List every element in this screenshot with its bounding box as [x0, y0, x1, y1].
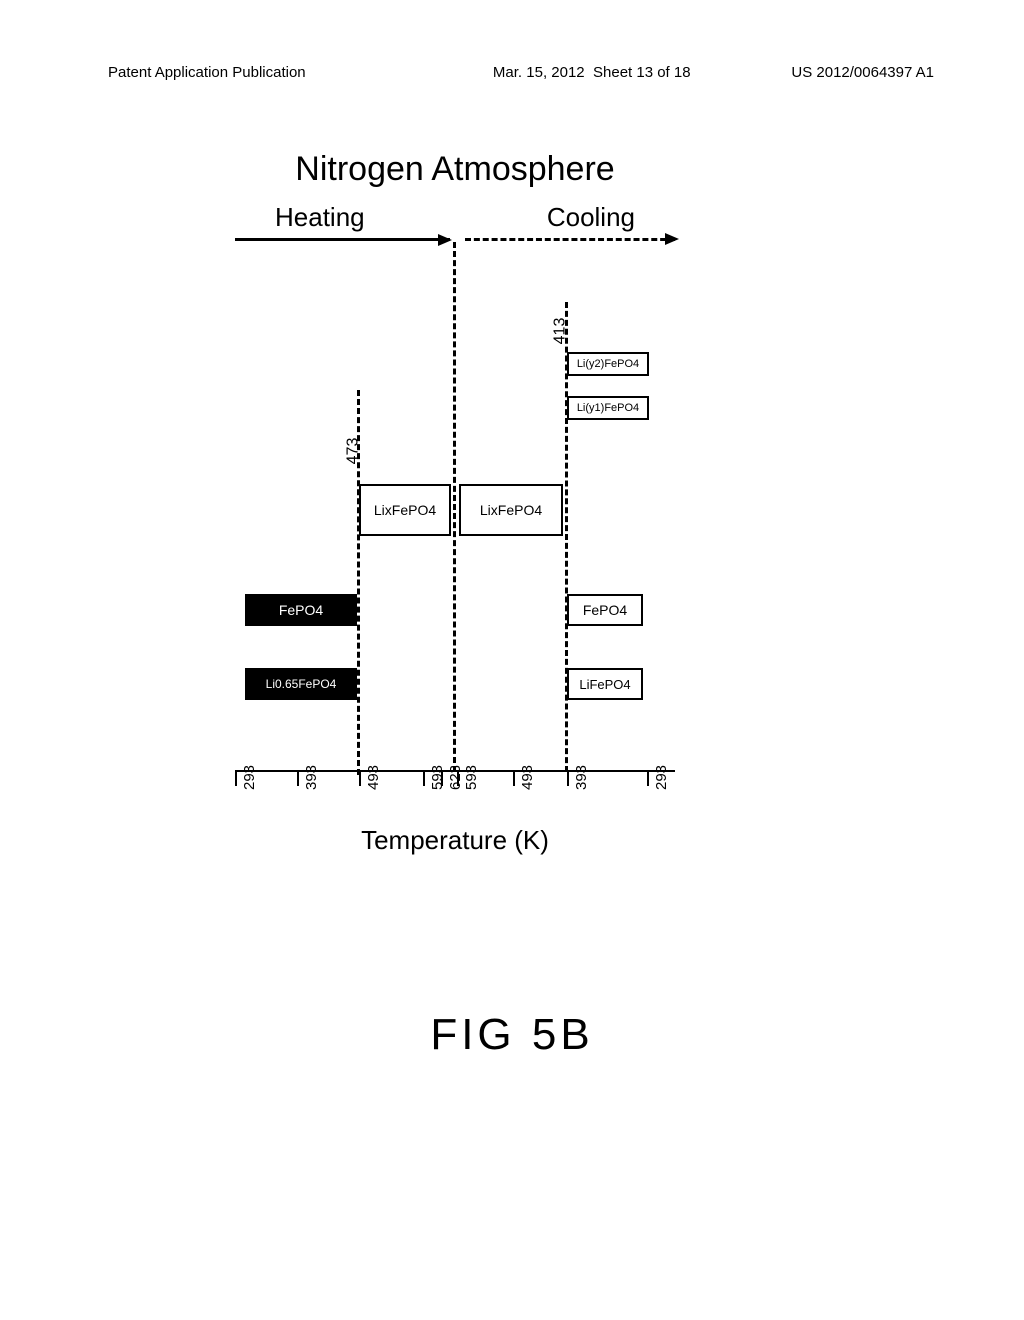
tick-label: 493	[365, 765, 382, 790]
inline-label-473: 473	[344, 438, 362, 465]
phase-fepo-cooling: FePO4	[567, 594, 643, 626]
header-publication: Patent Application Publication	[0, 64, 493, 81]
tick	[441, 772, 443, 786]
tick	[423, 772, 425, 786]
phase-lix-cooling: LixFePO4	[459, 484, 563, 536]
tick-label: 623	[447, 765, 464, 790]
tick-label: 293	[241, 765, 258, 790]
tick-label: 393	[303, 765, 320, 790]
tick	[235, 772, 237, 786]
phase-fepo-heating: FePO4	[245, 594, 357, 626]
heating-label: Heating	[275, 202, 365, 233]
tick	[513, 772, 515, 786]
x-axis: 293393493593623593493393293	[235, 770, 675, 800]
inline-label-413: 413	[551, 318, 569, 345]
tick	[647, 772, 649, 786]
header-date-sheet: Mar. 15, 2012 Sheet 13 of 18	[493, 64, 786, 81]
divider-center	[453, 242, 456, 772]
chart-area: 473 413 Li(y2)FePO4 Li(y1)FePO4 LixFePO4…	[235, 242, 675, 782]
figure-title: Nitrogen Atmosphere	[175, 150, 735, 189]
tick	[457, 772, 459, 786]
figure-caption: FIG 5B	[0, 1010, 1024, 1060]
tick-label: 593	[429, 765, 446, 790]
phase-li065: Li0.65FePO4	[245, 668, 357, 700]
figure: Nitrogen Atmosphere Heating Cooling 473 …	[175, 150, 735, 870]
heating-arrow	[235, 238, 450, 241]
tick	[567, 772, 569, 786]
tick-label: 393	[573, 765, 590, 790]
cooling-arrow	[465, 238, 675, 241]
tick-label: 493	[519, 765, 536, 790]
tick	[359, 772, 361, 786]
tick-label: 593	[463, 765, 480, 790]
page-header: Patent Application Publication Mar. 15, …	[0, 64, 1024, 81]
tick-label: 293	[653, 765, 670, 790]
x-axis-label: Temperature (K)	[175, 825, 735, 856]
phase-liy1: Li(y1)FePO4	[567, 396, 649, 420]
phase-liy2: Li(y2)FePO4	[567, 352, 649, 376]
phase-lifepo: LiFePO4	[567, 668, 643, 700]
phase-lix-heating: LixFePO4	[359, 484, 451, 536]
header-date: Mar. 15, 2012	[493, 64, 585, 81]
cooling-label: Cooling	[547, 202, 635, 233]
tick	[297, 772, 299, 786]
header-sheet: Sheet 13 of 18	[593, 64, 691, 81]
header-pubno: US 2012/0064397 A1	[786, 64, 1024, 81]
